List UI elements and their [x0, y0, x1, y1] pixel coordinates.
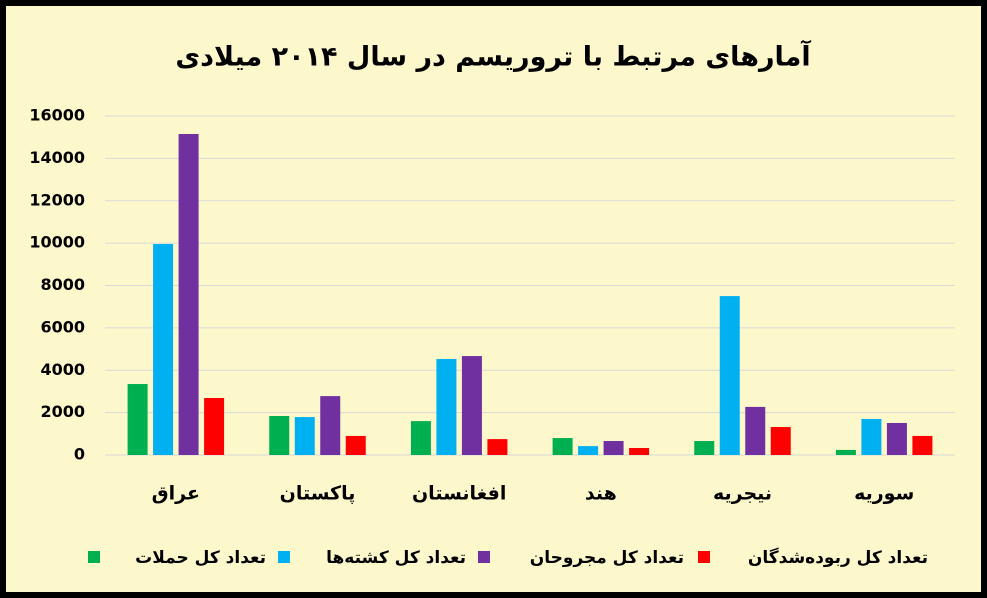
y-tick-label: 6000: [40, 317, 85, 336]
bar: [461, 356, 482, 455]
x-tick-label: هند: [585, 483, 617, 505]
y-tick-label: 16000: [29, 106, 85, 125]
legend-swatch: [478, 551, 490, 563]
bar: [629, 448, 650, 455]
legend-swatch: [698, 551, 710, 563]
bar: [694, 441, 715, 455]
bar: [835, 449, 856, 455]
bar: [178, 134, 199, 455]
x-tick-label: عراق: [152, 483, 200, 505]
y-tick-label: 2000: [40, 402, 85, 421]
bar: [886, 423, 907, 455]
bar: [578, 446, 599, 455]
bar: [436, 359, 457, 455]
legend-label: تعداد کل ربوده‌شدگان: [748, 547, 928, 568]
x-tick-label: نیجریه: [713, 483, 772, 505]
bar: [127, 384, 148, 455]
bar: [204, 398, 225, 455]
bar: [770, 427, 791, 455]
legend-swatch: [88, 551, 100, 563]
y-tick-label: 0: [74, 445, 85, 464]
bar: [410, 421, 431, 455]
legend-label: تعداد کل مجروحان: [530, 548, 684, 568]
bar: [320, 396, 341, 455]
x-tick-label: سوریه: [854, 483, 914, 505]
bar: [269, 416, 290, 455]
bar: [153, 243, 174, 455]
bar: [552, 438, 573, 455]
x-tick-label: پاکستان: [280, 483, 356, 505]
x-tick-label: افغانستان: [412, 483, 506, 505]
bar: [345, 435, 366, 455]
legend-swatch: [278, 551, 290, 563]
y-tick-label: 14000: [29, 148, 85, 167]
chart-title: آمارهای مرتبط با تروریسم در سال ۲۰۱۴ میل…: [175, 40, 811, 73]
y-tick-label: 12000: [29, 190, 85, 209]
y-tick-label: 8000: [40, 275, 85, 294]
bar: [603, 441, 624, 455]
legend-label: تعداد کل کشته‌ها: [326, 548, 466, 568]
bar: [745, 406, 766, 455]
bar: [912, 435, 933, 455]
bar: [487, 439, 508, 455]
y-tick-label: 10000: [29, 233, 85, 252]
bar: [294, 417, 315, 455]
bar: [719, 296, 740, 455]
legend-label: تعداد کل حملات: [135, 548, 266, 568]
y-tick-label: 4000: [40, 360, 85, 379]
bar: [861, 418, 882, 455]
